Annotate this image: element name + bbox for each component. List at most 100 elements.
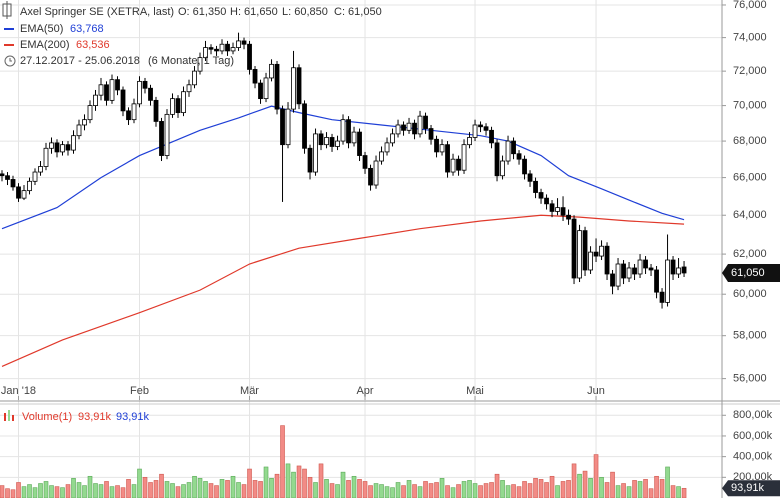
candle-body <box>593 251 599 257</box>
volume-bar <box>637 481 643 498</box>
volume-bar <box>478 485 483 498</box>
y-tick-label: 66,000 <box>733 171 767 183</box>
volume-bar <box>236 482 241 498</box>
candle-body <box>621 263 626 279</box>
quote-value: C: 61,050 <box>334 6 382 18</box>
candle-body <box>208 47 214 50</box>
x-tick-label: Jan '18 <box>1 385 36 397</box>
volume-bar <box>511 484 516 498</box>
volume-bar <box>505 485 511 498</box>
y-tick-label: 64,000 <box>733 209 767 221</box>
volume-bar <box>148 482 153 498</box>
volume-bar <box>164 481 170 498</box>
candle-body <box>192 70 197 86</box>
candle-body <box>142 80 148 89</box>
candle-body <box>225 43 230 52</box>
volume-bar <box>494 473 500 498</box>
period-note: (6 Monate, 1 Tag) <box>148 55 234 67</box>
candle-body <box>439 144 445 153</box>
volume-bar <box>632 480 637 498</box>
candle-body <box>87 105 93 121</box>
volume-bar <box>324 479 329 498</box>
candle-body <box>549 203 555 212</box>
volume-bar <box>10 489 16 498</box>
volume-bar <box>82 485 87 498</box>
volume-bar <box>27 484 32 498</box>
volume-bar <box>318 463 324 498</box>
volume-bar <box>230 475 236 498</box>
volume-bar <box>252 480 258 498</box>
candle-body <box>417 115 423 135</box>
candle-body <box>500 160 505 177</box>
volume-bar <box>610 471 615 498</box>
volume-bar <box>120 487 126 498</box>
candle-body <box>588 251 593 271</box>
volume-bar <box>654 475 659 498</box>
candle-body <box>544 197 549 205</box>
volume-icon <box>12 415 14 421</box>
volume-bar <box>109 486 115 498</box>
volume-bar <box>417 486 423 498</box>
volume-bar <box>159 473 164 498</box>
x-tick-label: Mai <box>466 385 484 397</box>
y-tick-label: 70,000 <box>733 100 767 112</box>
candle-body <box>428 128 434 140</box>
clock-icon <box>4 55 16 67</box>
volume-bar <box>21 486 27 498</box>
candle-body <box>329 137 335 147</box>
volume-icon <box>4 413 6 421</box>
candle-body <box>478 124 483 128</box>
clock-icon <box>9 58 12 62</box>
y-tick-label: 800,00k <box>733 409 773 421</box>
candle-body <box>258 82 263 100</box>
candle-body <box>214 48 219 52</box>
candle-body <box>582 230 588 271</box>
candle-body <box>27 180 32 192</box>
volume-bar <box>0 485 5 498</box>
candle-body <box>340 119 346 142</box>
candle-body <box>98 84 104 96</box>
candle-body <box>285 108 291 146</box>
candle-body <box>280 108 285 146</box>
candle-body <box>71 135 76 151</box>
candle-body <box>65 144 71 151</box>
candle-body <box>368 167 373 186</box>
candle-body <box>318 133 324 146</box>
candle-body <box>434 138 439 153</box>
volume-bar <box>307 477 313 498</box>
candle-body <box>351 131 357 144</box>
candle-body <box>263 77 269 100</box>
y-tick-label: 56,000 <box>733 373 767 385</box>
candle-body <box>527 173 533 182</box>
candle-body <box>126 110 131 121</box>
volume-bar <box>588 478 593 498</box>
volume-legend: Volume(1) <box>22 411 72 423</box>
candle-body <box>626 267 632 279</box>
candle-body <box>423 115 428 129</box>
candle-body <box>230 47 236 52</box>
volume-bar <box>131 484 137 498</box>
candle-body <box>555 207 560 212</box>
volume-tag-label: 93,91k <box>731 482 765 494</box>
candle-body <box>362 155 368 169</box>
y-tick-label: 400,00k <box>733 451 773 463</box>
candle-body <box>164 113 170 156</box>
chart-title: Axel Springer SE (XETRA, last) <box>20 6 174 18</box>
candle-body <box>236 40 241 48</box>
candle-body <box>131 103 137 121</box>
candle-body <box>615 263 621 287</box>
volume-bar <box>104 481 109 498</box>
ema-line <box>1 105 685 230</box>
candle-body <box>566 214 571 220</box>
legend-value: 63,536 <box>76 39 110 51</box>
volume-bar <box>313 482 318 498</box>
volume-bar <box>571 463 577 498</box>
volume-bar <box>472 483 478 498</box>
candle-body <box>296 67 302 105</box>
volume-bar <box>544 482 549 498</box>
legend-value: 63,768 <box>70 23 104 35</box>
volume-bar <box>362 481 368 498</box>
volume-bar <box>98 484 104 498</box>
candle-body <box>16 186 21 199</box>
